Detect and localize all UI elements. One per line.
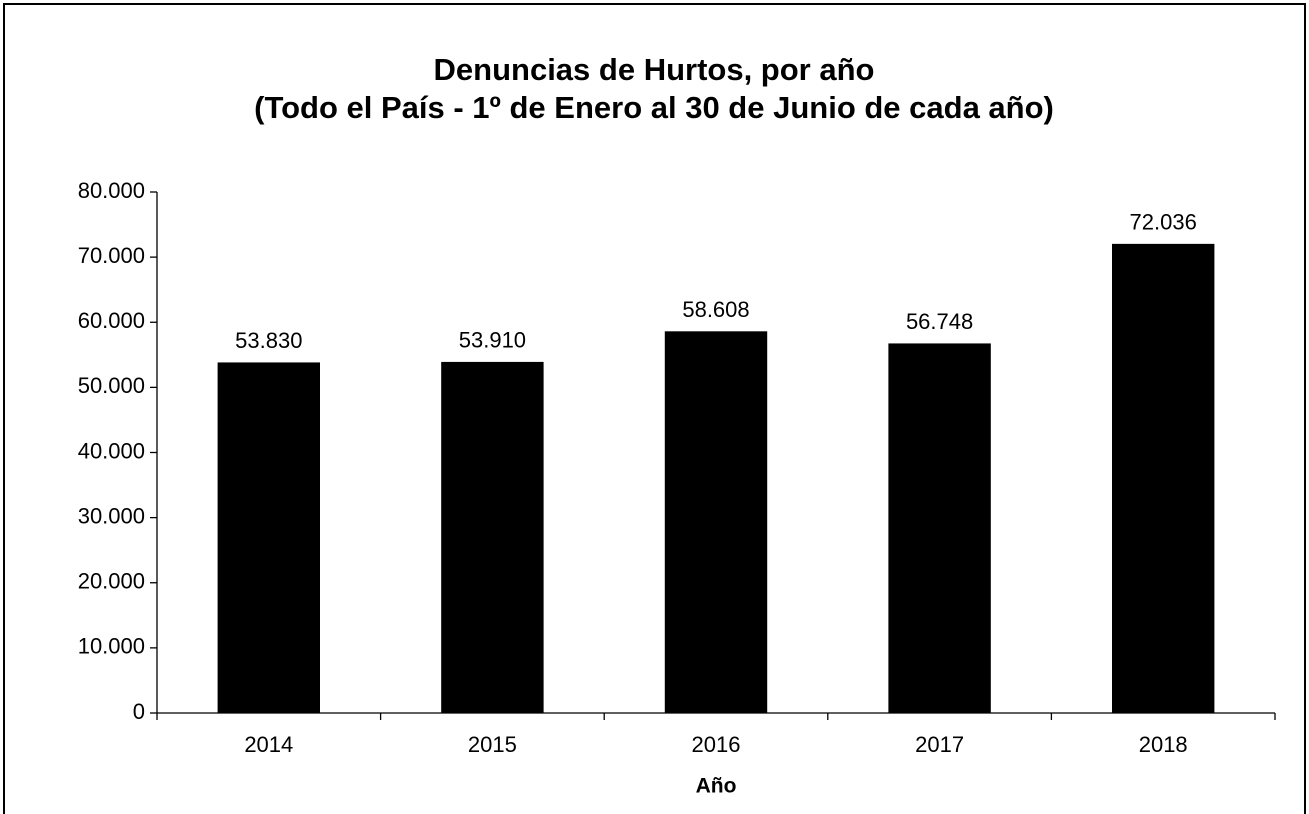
data-label: 56.748 <box>906 309 973 334</box>
y-tick-label: 40.000 <box>78 438 145 463</box>
chart-frame <box>3 3 1306 814</box>
y-tick-label: 70.000 <box>78 243 145 268</box>
y-tick-label: 60.000 <box>78 308 145 333</box>
y-tick-label: 0 <box>133 699 145 724</box>
y-tick-label: 20.000 <box>78 569 145 594</box>
bar <box>1111 243 1215 714</box>
data-label: 53.830 <box>235 328 302 353</box>
x-tick-label: 2015 <box>468 732 517 757</box>
bar <box>217 362 321 713</box>
x-tick-label: 2016 <box>692 732 741 757</box>
chart-subtitle: (Todo el País - 1º de Enero al 30 de Jun… <box>254 90 1054 125</box>
y-tick-label: 30.000 <box>78 503 145 528</box>
chart-title: Denuncias de Hurtos, por año <box>434 52 875 87</box>
y-tick-label: 50.000 <box>78 373 145 398</box>
bar <box>888 343 991 713</box>
data-label: 53.910 <box>459 328 526 353</box>
data-label: 58.608 <box>682 297 749 322</box>
x-tick-label: 2018 <box>1139 732 1188 757</box>
data-label: 72.036 <box>1130 210 1197 235</box>
y-tick-label: 10.000 <box>78 634 145 659</box>
x-axis-label: Año <box>696 775 737 798</box>
x-tick-label: 2017 <box>915 732 964 757</box>
bar <box>664 331 768 713</box>
x-tick-label: 2014 <box>244 732 293 757</box>
y-tick-label: 80.000 <box>78 178 145 203</box>
bar <box>441 361 544 713</box>
